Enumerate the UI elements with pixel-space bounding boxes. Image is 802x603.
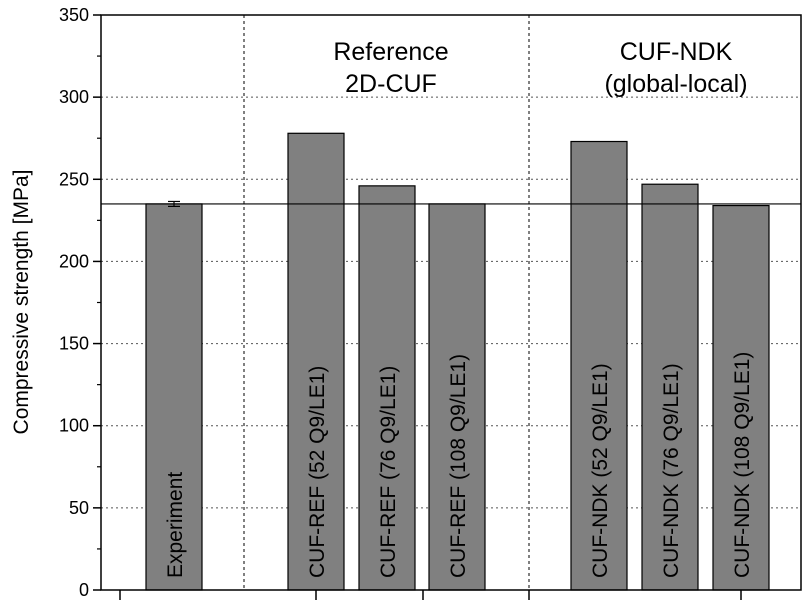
bar-category-label: CUF-REF (52 Q9/LE1) <box>306 366 329 578</box>
bar <box>712 204 770 591</box>
y-tick-label: 150 <box>59 334 89 354</box>
bar <box>358 185 416 591</box>
bar-category-label: CUF-NDK (52 Q9/LE1) <box>589 363 612 578</box>
bar-category-label: CUF-REF (108 Q9/LE1) <box>447 354 470 578</box>
bar <box>287 132 345 591</box>
bar <box>428 203 486 591</box>
bar-category-label: Experiment <box>164 472 187 578</box>
group-label-reference-line2: 2D-CUF <box>345 70 437 98</box>
bar-category-label: CUF-NDK (108 Q9/LE1) <box>731 352 754 578</box>
bar-labels: Experiment CUF-REF (52 Q9/LE1) CUF-REF (76… <box>164 352 754 578</box>
bars <box>145 132 770 591</box>
group-label-reference-line1: Reference <box>333 38 448 66</box>
bar-category-label: CUF-REF (76 Q9/LE1) <box>377 366 400 578</box>
group-label-ndk-line1: CUF-NDK <box>620 38 733 66</box>
bar <box>641 183 699 591</box>
bar <box>145 203 203 591</box>
plot-frame <box>100 14 802 591</box>
y-tick-label: 350 <box>59 5 89 25</box>
y-tick-label: 300 <box>59 87 89 107</box>
y-tick-label: 250 <box>59 169 89 189</box>
bar <box>570 140 628 591</box>
x-ticks <box>119 590 742 600</box>
y-tick-label: 50 <box>69 498 89 518</box>
y-axis-label: Compressive strength [MPa] <box>10 170 33 435</box>
y-tick-label: 200 <box>59 251 89 271</box>
y-tick-label: 0 <box>79 580 89 600</box>
y-axis: 0 50 100 150 200 250 300 350 <box>59 5 101 600</box>
group-label-ndk-line2: (global-local) <box>604 70 747 98</box>
bar-category-label: CUF-NDK (76 Q9/LE1) <box>660 363 683 578</box>
y-tick-label: 100 <box>59 416 89 436</box>
